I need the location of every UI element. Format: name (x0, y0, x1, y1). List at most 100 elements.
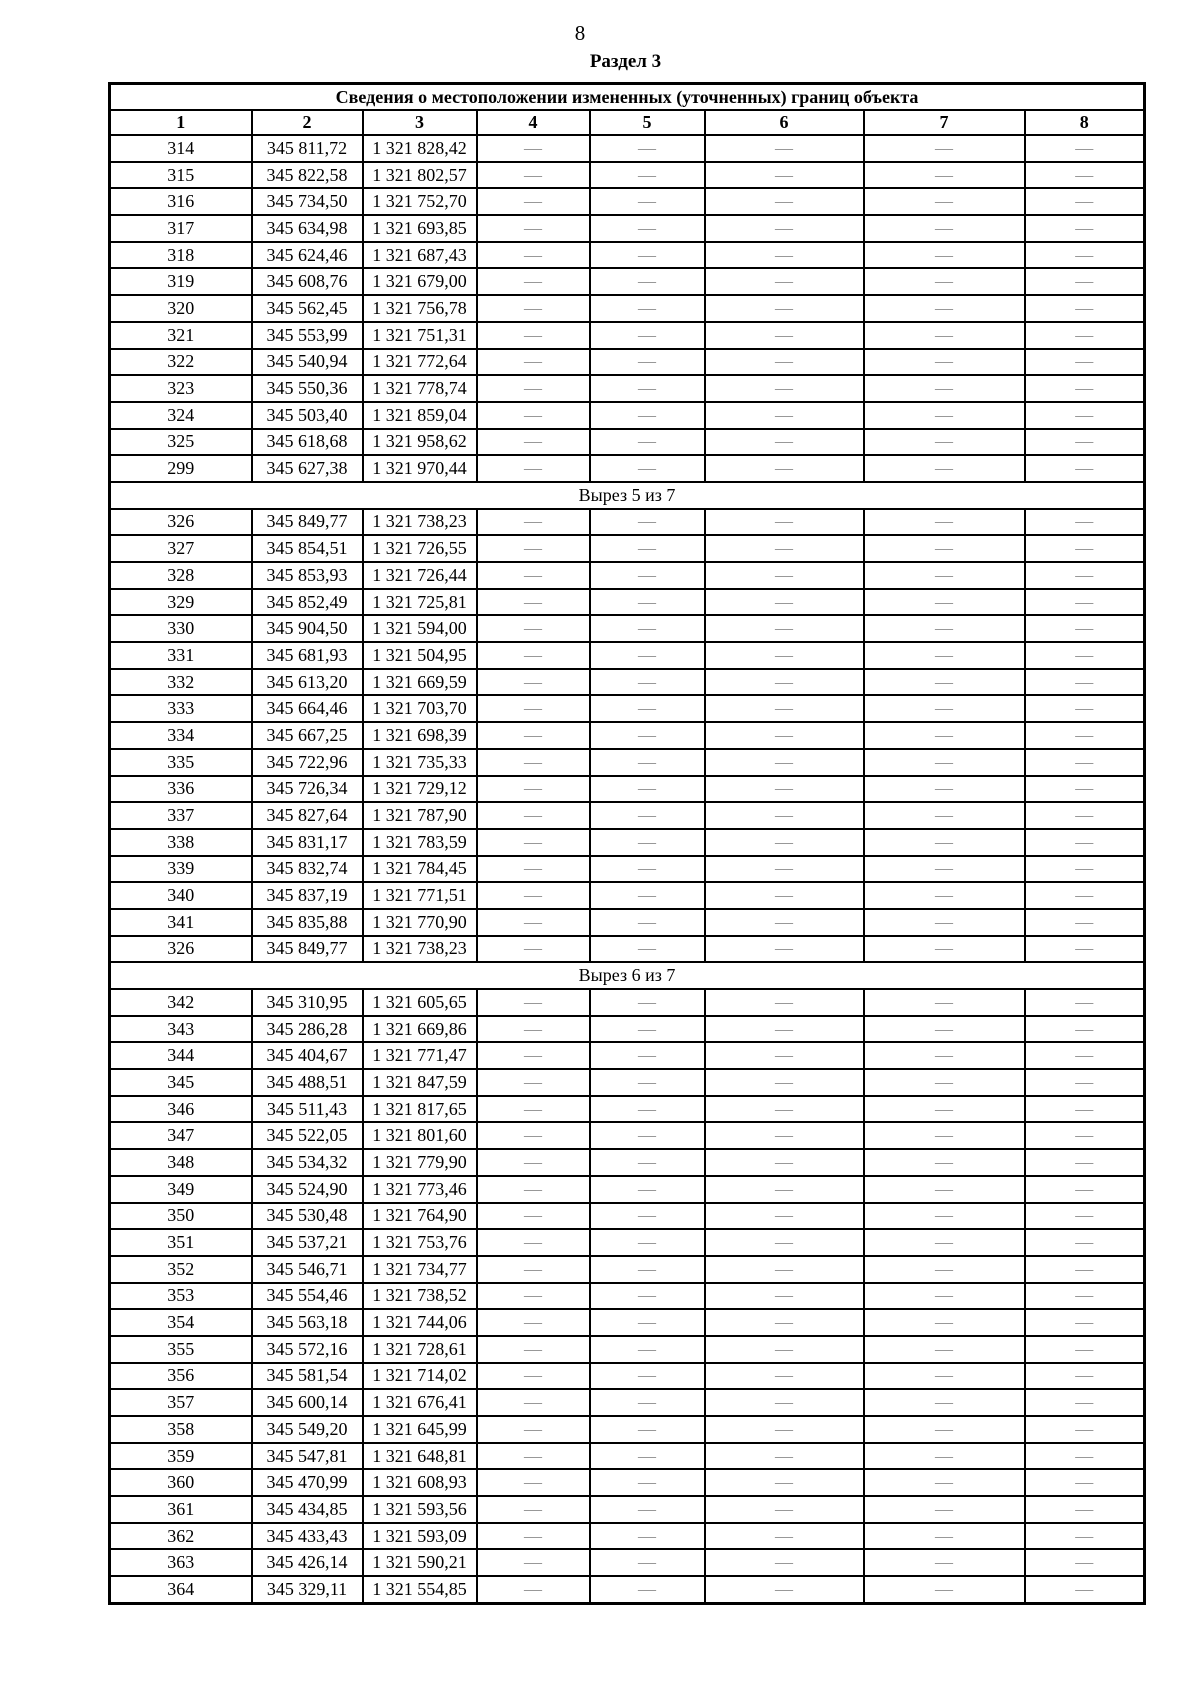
empty-value-cell: — (862, 988, 1026, 1017)
empty-value-cell: — (703, 614, 865, 644)
empty-value-cell: — (862, 854, 1026, 884)
empty-value-cell: — (1023, 214, 1146, 243)
point-number-cell: 347 (108, 1121, 253, 1151)
coordinate-x-cell: 345 726,34 (250, 774, 364, 804)
point-number-cell: 299 (108, 454, 253, 483)
empty-value-cell: — (588, 400, 706, 430)
coordinate-x-cell: 345 827,64 (250, 801, 364, 830)
empty-value-cell: — (1023, 347, 1146, 377)
empty-value-cell: — (703, 1228, 865, 1257)
point-number-cell: 317 (108, 214, 253, 243)
table-row: 338 345 831,17 1 321 783,59— — — — — (108, 827, 1146, 857)
empty-value-cell: — (703, 214, 865, 243)
empty-value-cell: — (703, 1575, 865, 1605)
empty-value-cell: — (703, 320, 865, 350)
point-number-cell: 320 (108, 294, 253, 323)
point-number-cell: 328 (108, 561, 253, 590)
point-number-cell: 332 (108, 667, 253, 697)
empty-value-cell: — (475, 694, 591, 724)
empty-value-cell: — (1023, 267, 1146, 297)
empty-value-cell: — (703, 854, 865, 884)
empty-value-cell: — (862, 240, 1026, 270)
empty-value-cell: — (703, 1334, 865, 1364)
point-number-cell: 338 (108, 827, 253, 857)
table-title-row: Сведения о местоположении измененных (ут… (108, 82, 1146, 111)
coordinate-x-cell: 345 667,25 (250, 721, 364, 750)
empty-value-cell: — (862, 1468, 1026, 1498)
empty-value-cell: — (862, 187, 1026, 217)
empty-value-cell: — (588, 934, 706, 964)
empty-value-cell: — (588, 1228, 706, 1257)
empty-value-cell: — (588, 187, 706, 217)
empty-value-cell: — (1023, 801, 1146, 830)
point-number-cell: 342 (108, 988, 253, 1017)
point-number-cell: 329 (108, 587, 253, 617)
point-number-cell: 330 (108, 614, 253, 644)
table-row: 319 345 608,76 1 321 679,00— — — — — (108, 267, 1146, 297)
empty-value-cell: — (703, 454, 865, 483)
coordinate-y-cell: 1 321 726,44 (361, 561, 478, 590)
coordinate-y-cell: 1 321 859,04 (361, 400, 478, 430)
coordinate-x-cell: 345 849,77 (250, 507, 364, 537)
coordinate-y-cell: 1 321 669,59 (361, 667, 478, 697)
empty-value-cell: — (1023, 534, 1146, 563)
coordinate-x-cell: 345 530,48 (250, 1201, 364, 1231)
empty-value-cell: — (1023, 1388, 1146, 1417)
coordinate-x-cell: 345 613,20 (250, 667, 364, 697)
coordinate-y-cell: 1 321 738,52 (361, 1281, 478, 1311)
empty-value-cell: — (703, 267, 865, 297)
empty-value-cell: — (588, 294, 706, 323)
coordinate-x-cell: 345 722,96 (250, 747, 364, 777)
coordinate-y-cell: 1 321 725,81 (361, 587, 478, 617)
empty-value-cell: — (588, 1068, 706, 1097)
empty-value-cell: — (703, 347, 865, 377)
empty-value-cell: — (862, 160, 1026, 190)
empty-value-cell: — (475, 1521, 591, 1551)
empty-value-cell: — (588, 347, 706, 377)
table-row: 326 345 849,77 1 321 738,23— — — — — (108, 934, 1146, 964)
empty-value-cell: — (1023, 721, 1146, 750)
coordinate-y-cell: 1 321 744,06 (361, 1308, 478, 1337)
empty-value-cell: — (862, 134, 1026, 163)
empty-value-cell: — (1023, 1495, 1146, 1524)
coordinate-y-cell: 1 321 817,65 (361, 1094, 478, 1124)
empty-value-cell: — (1023, 1521, 1146, 1551)
empty-value-cell: — (1023, 454, 1146, 483)
coordinate-x-cell: 345 547,81 (250, 1441, 364, 1471)
coordinate-y-cell: 1 321 778,74 (361, 374, 478, 403)
empty-value-cell: — (1023, 587, 1146, 617)
point-number-cell: 323 (108, 374, 253, 403)
column-header-7: 7 (862, 109, 1026, 136)
empty-value-cell: — (703, 747, 865, 777)
table-row: 328 345 853,93 1 321 726,44— — — — — (108, 561, 1146, 590)
column-header-6: 6 (703, 109, 865, 136)
empty-value-cell: — (588, 561, 706, 590)
coordinate-x-cell: 345 522,05 (250, 1121, 364, 1151)
empty-value-cell: — (862, 1254, 1026, 1284)
point-number-cell: 355 (108, 1334, 253, 1364)
empty-value-cell: — (1023, 1121, 1146, 1151)
point-number-cell: 363 (108, 1548, 253, 1578)
coordinate-y-cell: 1 321 752,70 (361, 187, 478, 217)
empty-value-cell: — (703, 1495, 865, 1524)
empty-value-cell: — (703, 400, 865, 430)
column-header-5: 5 (588, 109, 706, 136)
point-number-cell: 324 (108, 400, 253, 430)
empty-value-cell: — (475, 988, 591, 1017)
empty-value-cell: — (703, 187, 865, 217)
table-row: 299 345 627,38 1 321 970,44— — — — — (108, 454, 1146, 483)
empty-value-cell: — (703, 1388, 865, 1417)
table-row: 321 345 553,99 1 321 751,31— — — — — (108, 320, 1146, 350)
coordinate-x-cell: 345 852,49 (250, 587, 364, 617)
empty-value-cell: — (703, 1041, 865, 1071)
point-number-cell: 316 (108, 187, 253, 217)
empty-value-cell: — (475, 747, 591, 777)
table-row: 363 345 426,14 1 321 590,21— — — — — (108, 1548, 1146, 1578)
empty-value-cell: — (1023, 134, 1146, 163)
coordinate-y-cell: 1 321 787,90 (361, 801, 478, 830)
empty-value-cell: — (862, 801, 1026, 830)
point-number-cell: 337 (108, 801, 253, 830)
empty-value-cell: — (588, 240, 706, 270)
point-number-cell: 340 (108, 881, 253, 910)
coordinate-y-cell: 1 321 726,55 (361, 534, 478, 563)
